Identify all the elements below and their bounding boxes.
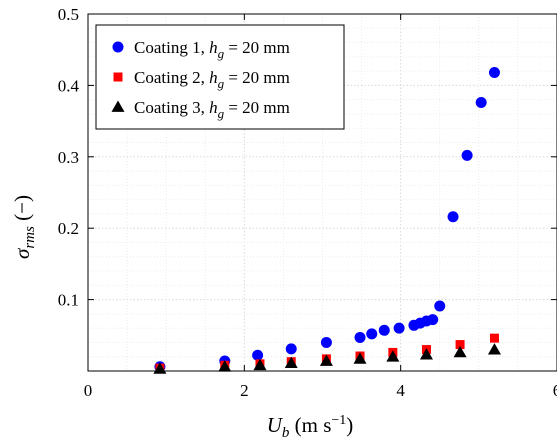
x-tick-label: 0 (84, 381, 93, 400)
y-tick-label: 0.5 (58, 5, 79, 24)
legend-marker (111, 100, 125, 112)
data-point (386, 350, 400, 362)
legend: Coating 1, hg = 20 mm Coating 2, hg = 20 … (95, 24, 345, 130)
data-point (447, 211, 459, 223)
legend-box (95, 24, 345, 130)
data-point (218, 360, 232, 372)
data-point (453, 345, 467, 358)
plot-area-frame (87, 13, 557, 372)
y-axis-label: σrms (−) (10, 195, 38, 259)
data-point (455, 340, 465, 350)
data-point (320, 336, 332, 348)
x-tick-label: 4 (396, 381, 405, 400)
data-point (461, 149, 473, 161)
data-point (253, 358, 267, 371)
axis-ticks: 0 2 4 6 0.1 0.2 0.3 0.4 0.5 (58, 5, 557, 400)
data-point (475, 97, 487, 109)
data-point (319, 354, 333, 366)
data-point (354, 331, 366, 343)
data-point (153, 362, 167, 374)
data-point (427, 314, 439, 326)
data-point (284, 356, 298, 369)
x-axis-label: Ub (m s−1) (267, 413, 354, 441)
data-point (488, 67, 500, 79)
x-tick-label: 6 (553, 381, 557, 400)
y-tick-label: 0.4 (58, 76, 80, 95)
data-points (153, 67, 501, 374)
data-point (252, 349, 264, 361)
y-tick-label: 0.3 (58, 148, 79, 167)
legend-marker (112, 41, 124, 53)
data-point (487, 343, 501, 355)
data-point (393, 322, 405, 334)
legend-label: Coating 2, hg = 20 mm (134, 68, 290, 91)
series-1 (154, 67, 500, 373)
series-3 (153, 343, 501, 374)
legend-label: Coating 3, hg = 20 mm (134, 98, 290, 121)
x-tick-label: 2 (240, 381, 249, 400)
data-point (353, 352, 367, 364)
data-point (489, 333, 499, 343)
y-tick-label: 0.1 (58, 291, 79, 310)
legend-marker (113, 72, 123, 82)
data-point (285, 343, 297, 355)
legend-label: Coating 1, hg = 20 mm (134, 38, 290, 61)
data-point (366, 328, 378, 340)
data-point (378, 324, 390, 336)
data-point (419, 348, 433, 360)
y-tick-label: 0.2 (58, 219, 79, 238)
data-point (434, 300, 446, 312)
